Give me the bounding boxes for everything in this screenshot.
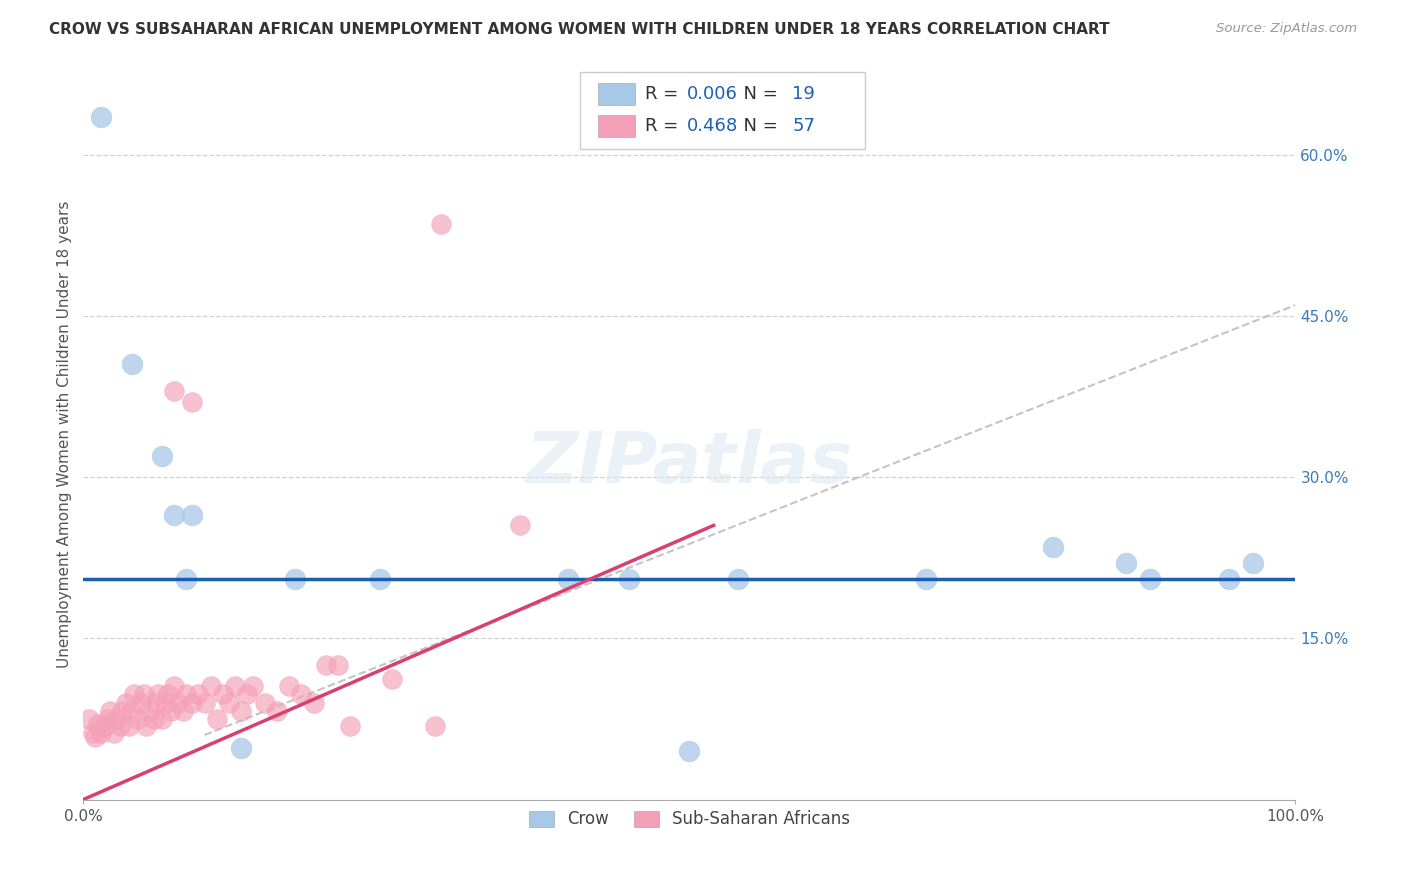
Y-axis label: Unemployment Among Women with Children Under 18 years: Unemployment Among Women with Children U…	[58, 201, 72, 668]
Point	[368, 572, 391, 586]
Point	[1115, 556, 1137, 570]
Point	[145, 696, 167, 710]
Point	[82, 726, 104, 740]
Point	[423, 719, 446, 733]
Point	[84, 730, 107, 744]
Text: N =: N =	[731, 85, 783, 103]
Point	[1139, 572, 1161, 586]
Point	[163, 508, 186, 522]
Point	[148, 687, 170, 701]
Point	[290, 687, 312, 701]
Point	[430, 218, 453, 232]
Point	[108, 719, 131, 733]
Point	[187, 687, 209, 701]
Point	[121, 705, 143, 719]
Point	[118, 719, 141, 733]
Point	[111, 705, 134, 719]
Point	[122, 687, 145, 701]
Point	[79, 712, 101, 726]
Point	[381, 672, 404, 686]
Point	[224, 679, 246, 693]
Point	[218, 696, 240, 710]
Point	[176, 687, 198, 701]
Point	[131, 696, 153, 710]
Point	[1042, 540, 1064, 554]
Text: ZIPatlas: ZIPatlas	[526, 429, 853, 498]
Point	[326, 658, 349, 673]
Point	[1218, 572, 1240, 586]
Point	[127, 712, 149, 726]
Point	[114, 696, 136, 710]
Text: Source: ZipAtlas.com: Source: ZipAtlas.com	[1216, 22, 1357, 36]
Point	[229, 740, 252, 755]
Point	[157, 687, 180, 701]
Point	[193, 696, 215, 710]
Point	[103, 726, 125, 740]
Point	[87, 717, 110, 731]
Point	[211, 687, 233, 701]
Point	[266, 705, 288, 719]
Bar	[599, 83, 636, 105]
Point	[229, 705, 252, 719]
Point	[176, 572, 198, 586]
Point	[1241, 556, 1264, 570]
Point	[166, 696, 188, 710]
Point	[339, 719, 361, 733]
Point	[181, 508, 204, 522]
Point	[90, 110, 112, 124]
Point	[278, 679, 301, 693]
Point	[155, 696, 177, 710]
Point	[172, 705, 194, 719]
Point	[914, 572, 936, 586]
Point	[678, 744, 700, 758]
Point	[139, 705, 162, 719]
Bar	[599, 114, 636, 136]
Point	[105, 712, 128, 726]
Point	[727, 572, 749, 586]
Point	[205, 712, 228, 726]
Text: N =: N =	[731, 117, 783, 135]
Text: CROW VS SUBSAHARAN AFRICAN UNEMPLOYMENT AMONG WOMEN WITH CHILDREN UNDER 18 YEARS: CROW VS SUBSAHARAN AFRICAN UNEMPLOYMENT …	[49, 22, 1109, 37]
Point	[159, 705, 181, 719]
FancyBboxPatch shape	[581, 72, 865, 149]
Point	[135, 719, 157, 733]
Text: 19: 19	[793, 85, 815, 103]
Text: R =: R =	[644, 85, 683, 103]
Point	[121, 357, 143, 371]
Point	[284, 572, 307, 586]
Point	[242, 679, 264, 693]
Point	[90, 726, 112, 740]
Point	[98, 705, 121, 719]
Point	[181, 696, 204, 710]
Text: 57: 57	[793, 117, 815, 135]
Point	[315, 658, 337, 673]
Point	[150, 712, 173, 726]
Point	[94, 719, 117, 733]
Point	[302, 696, 325, 710]
Point	[142, 712, 165, 726]
Text: R =: R =	[644, 117, 683, 135]
Text: 0.468: 0.468	[688, 117, 738, 135]
Point	[557, 572, 579, 586]
Point	[236, 687, 259, 701]
Text: 0.006: 0.006	[688, 85, 738, 103]
Point	[200, 679, 222, 693]
Point	[181, 394, 204, 409]
Point	[150, 449, 173, 463]
Point	[254, 696, 277, 710]
Point	[163, 384, 186, 398]
Legend: Crow, Sub-Saharan Africans: Crow, Sub-Saharan Africans	[522, 804, 856, 835]
Point	[96, 712, 118, 726]
Point	[163, 679, 186, 693]
Point	[617, 572, 640, 586]
Point	[132, 687, 155, 701]
Point	[509, 518, 531, 533]
